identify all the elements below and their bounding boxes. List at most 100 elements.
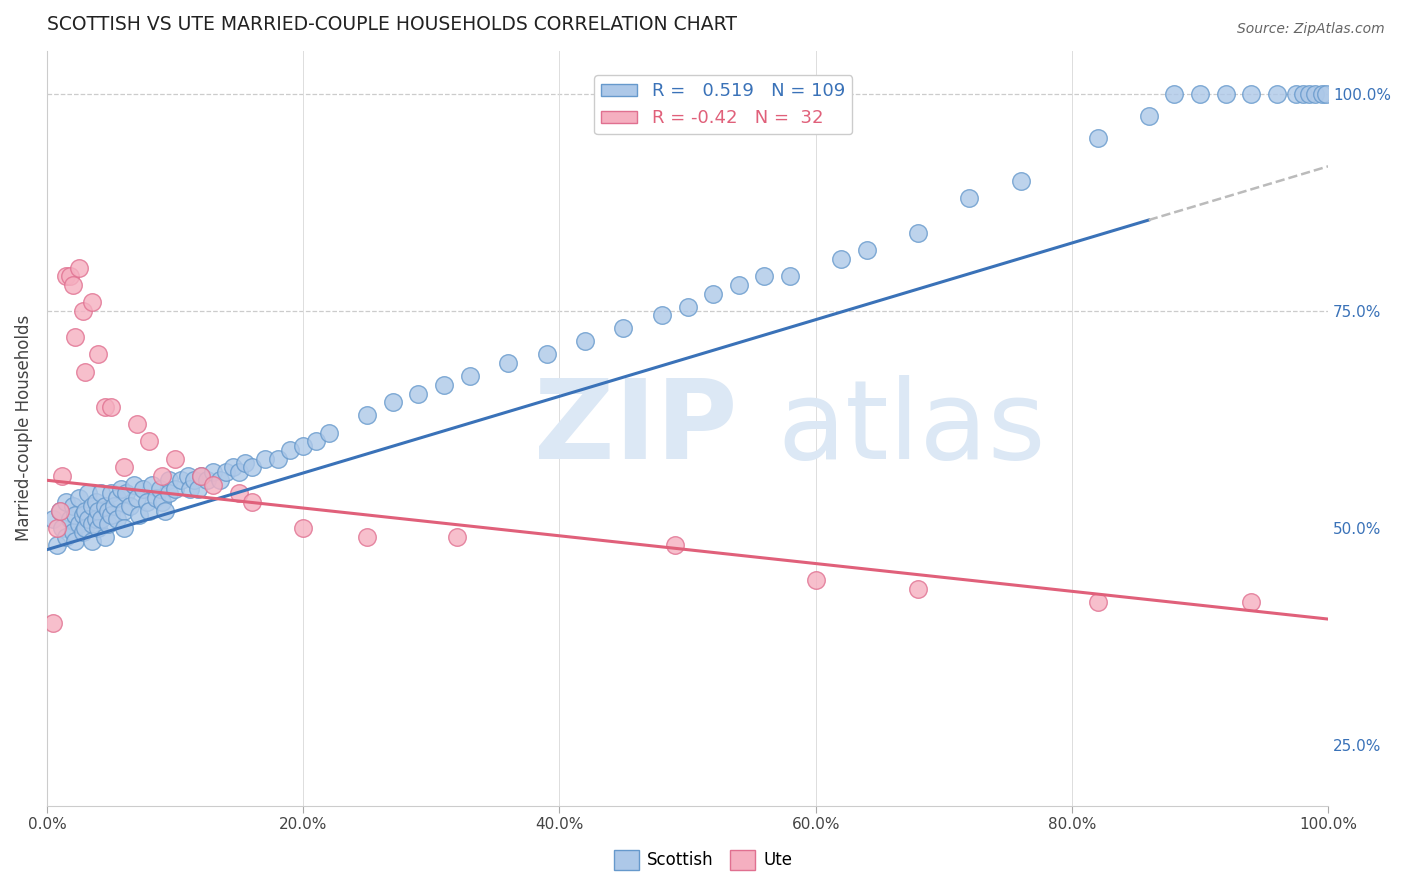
Point [253,451,276,466]
Point [190,469,212,483]
Point [1310,87,1333,102]
Point [202,477,225,491]
Point [120,500,142,514]
Point [90,512,112,526]
Point [676,300,699,314]
Point [100,400,122,414]
Point [75,521,97,535]
Point [150,495,173,509]
Point [190,469,212,483]
Text: SCOTTISH VS UTE MARRIED-COUPLE HOUSEHOLDS CORRELATION CHART: SCOTTISH VS UTE MARRIED-COUPLE HOUSEHOLD… [46,15,737,34]
Point [202,465,225,479]
Point [278,442,301,457]
Point [574,334,596,349]
Point [84,512,107,526]
Text: Source: ZipAtlas.com: Source: ZipAtlas.com [1237,22,1385,37]
Point [187,482,209,496]
Point [93,530,115,544]
Point [75,365,97,379]
Point [110,482,132,496]
Point [67,516,90,531]
Point [1315,87,1337,102]
Point [292,521,315,535]
Point [356,530,378,544]
Point [408,386,430,401]
Point [125,491,148,505]
Point [90,486,112,500]
Point [1137,109,1160,123]
Point [150,469,173,483]
Point [51,521,73,535]
Point [46,521,69,535]
Text: atlas: atlas [778,375,1046,482]
Point [149,482,172,496]
Point [87,503,110,517]
Point [1305,87,1327,102]
Point [122,477,145,491]
Point [727,278,749,293]
Point [77,512,100,526]
Point [80,295,103,310]
Point [1163,87,1185,102]
Point [856,244,879,258]
Point [907,226,929,240]
Point [195,473,218,487]
Legend: Scottish, Ute: Scottish, Ute [607,843,799,877]
Point [128,508,150,522]
Point [51,469,73,483]
Point [62,525,84,540]
Point [153,503,176,517]
Point [779,269,801,284]
Point [381,395,404,409]
Point [664,538,686,552]
Point [141,477,163,491]
Point [1010,174,1032,188]
Point [240,460,263,475]
Point [157,473,180,487]
Point [1291,87,1313,102]
Point [72,525,94,540]
Point [957,191,980,205]
Point [208,473,231,487]
Point [55,269,77,284]
Point [67,260,90,275]
Point [240,495,263,509]
Point [72,304,94,318]
Point [804,573,827,587]
Point [87,347,110,361]
Point [63,330,86,344]
Point [63,508,86,522]
Point [163,451,186,466]
Point [356,408,378,422]
Point [183,473,205,487]
Point [163,482,186,496]
Point [1188,87,1211,102]
Point [55,495,77,509]
Point [170,473,193,487]
Point [48,503,70,517]
Point [80,516,103,531]
Point [1298,87,1320,102]
Point [105,512,128,526]
Point [1087,130,1109,145]
Point [59,512,82,526]
Point [132,482,155,496]
Point [77,486,100,500]
Point [48,503,70,517]
Point [228,486,250,500]
Point [754,269,776,284]
Point [105,491,128,505]
Point [177,469,200,483]
Point [1215,87,1237,102]
Point [62,500,84,514]
Point [100,508,122,522]
Y-axis label: Married-couple Households: Married-couple Households [15,315,32,541]
Point [1285,87,1308,102]
Point [63,533,86,548]
Point [103,500,125,514]
Text: ZIP: ZIP [534,375,737,482]
Point [228,465,250,479]
Point [87,521,110,535]
Point [135,495,157,509]
Point [433,377,456,392]
